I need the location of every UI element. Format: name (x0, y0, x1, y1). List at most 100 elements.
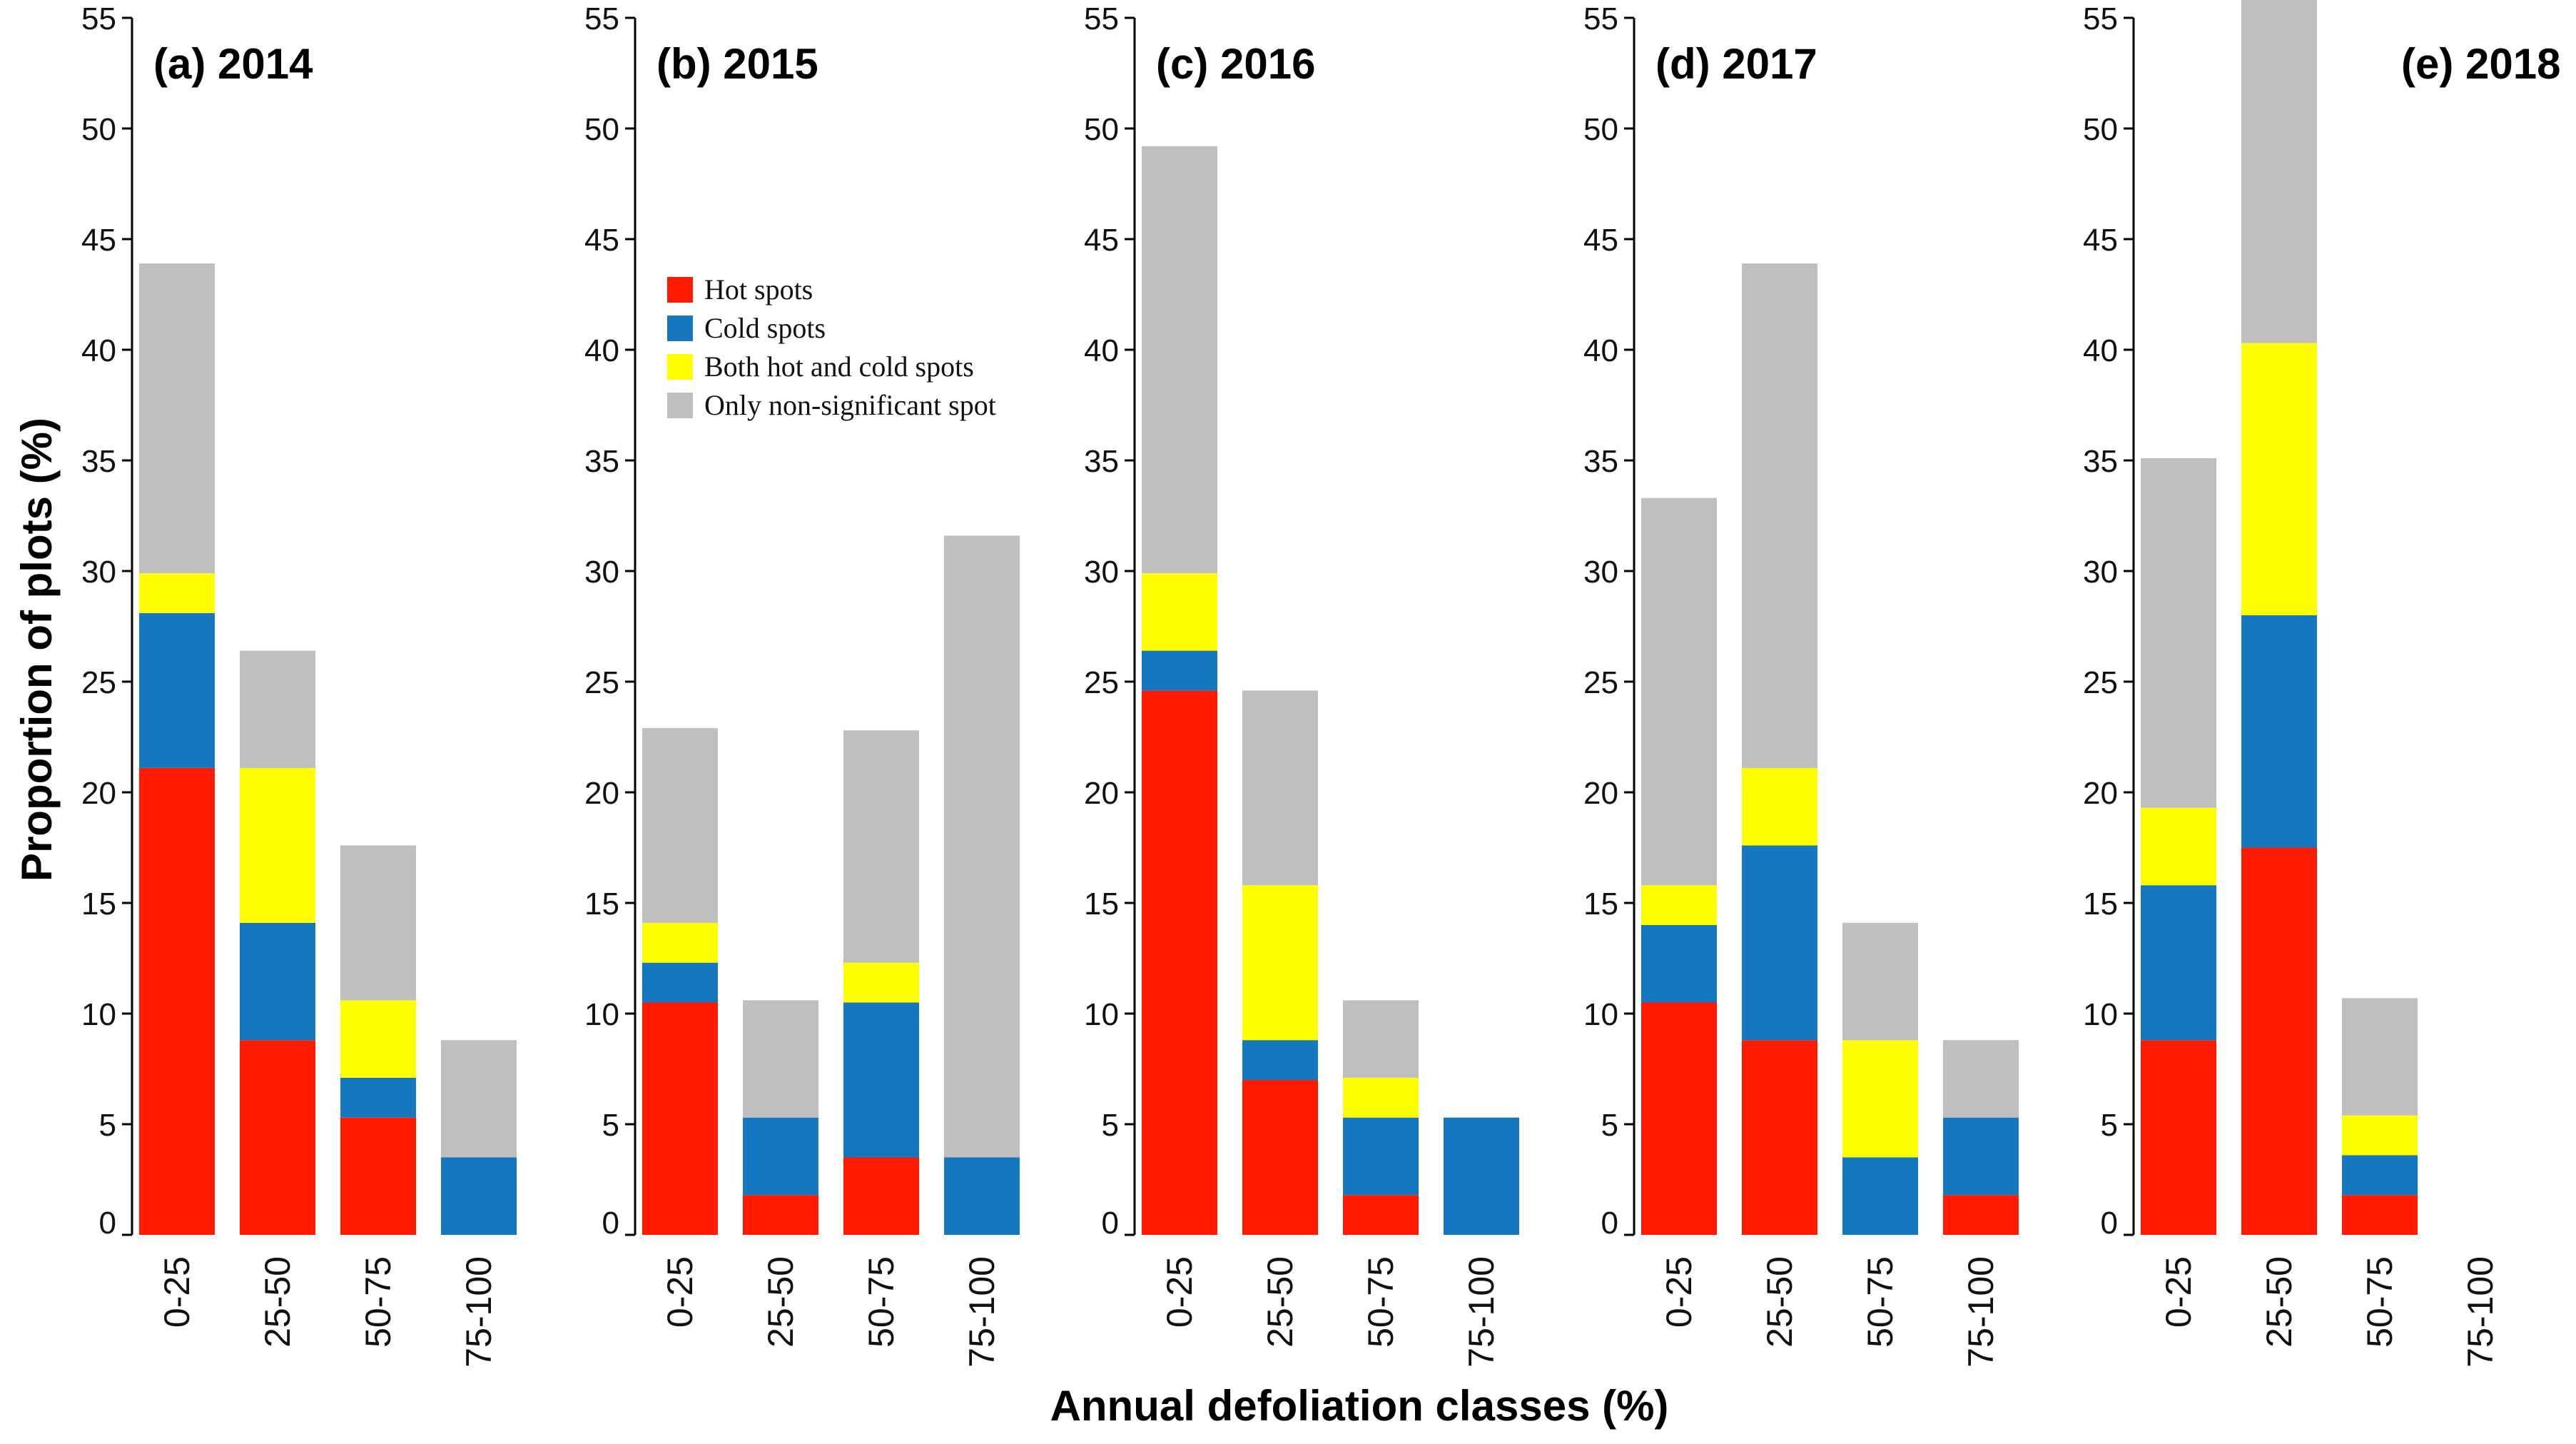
y-tick-label: 50 (81, 112, 116, 147)
x-tick-label: 75-100 (459, 1256, 499, 1368)
y-tick-label: 30 (1583, 555, 1618, 590)
x-tick-label: 50-75 (2360, 1256, 2400, 1348)
x-tick-label: 25-50 (1260, 1256, 1300, 1348)
x-tick-label: 25-50 (1760, 1256, 1800, 1348)
y-tick-label: 20 (584, 776, 619, 811)
legend-label: Both hot and cold spots (704, 350, 974, 383)
panel-3: 0 5 10 15 20 25 30 35 40 45 50 55 (c) 2016 0-25 25-50 5… (1084, 1, 1519, 1368)
bar-segment-hot-spots-50-75 (1343, 1195, 1419, 1235)
y-tick-label: 45 (81, 223, 116, 258)
y-tick-label: 20 (1583, 776, 1618, 811)
bar-segment-cold-spots-0-25 (1641, 925, 1717, 1003)
bar-segment-hot-spots-25-50 (743, 1195, 818, 1235)
y-tick-label: 45 (584, 223, 619, 258)
y-tick-label: 0 (1601, 1206, 1618, 1241)
bar-segment-only-non-significant-spot-50-75 (843, 730, 919, 963)
y-tick-label: 35 (1583, 444, 1618, 479)
y-tick-label: 20 (2083, 776, 2118, 811)
x-tick-label: 25-50 (761, 1256, 801, 1348)
y-tick-label: 5 (99, 1108, 116, 1143)
y-tick-label: 55 (81, 1, 116, 36)
y-tick-label: 25 (1084, 665, 1119, 700)
panel-title: (b) 2015 (656, 40, 818, 88)
y-tick-label: 10 (1084, 997, 1119, 1032)
y-tick-label: 30 (584, 555, 619, 590)
y-tick-label: 40 (584, 333, 619, 368)
bar-segment-cold-spots-75-100 (1943, 1117, 2019, 1196)
bar-segment-both-hot-and-cold-spots-50-75 (2342, 1115, 2418, 1156)
bar-segment-both-hot-and-cold-spots-25-50 (2241, 343, 2317, 615)
y-tick-label: 15 (584, 887, 619, 922)
bar-segment-cold-spots-50-75 (340, 1077, 416, 1118)
bar-segment-cold-spots-50-75 (843, 1002, 919, 1158)
y-tick-label: 5 (1601, 1108, 1618, 1143)
legend-label: Only non-significant spot (704, 389, 996, 421)
bar-segment-only-non-significant-spot-25-50 (240, 650, 315, 768)
bar-segment-hot-spots-25-50 (2241, 847, 2317, 1235)
y-tick-label: 15 (1583, 887, 1618, 922)
bar-segment-hot-spots-75-100 (1943, 1195, 2019, 1235)
legend: Hot spots Cold spots Both hot and cold spo… (667, 273, 996, 421)
bar-segment-cold-spots-25-50 (743, 1117, 818, 1196)
panel-4: 0 5 10 15 20 25 30 35 40 45 50 55 (d) 2017 0-25 25-50 5… (1583, 1, 2019, 1368)
bar-segment-cold-spots-75-100 (441, 1157, 517, 1235)
x-tick-label: 0-25 (660, 1256, 700, 1328)
y-tick-label: 25 (1583, 665, 1618, 700)
bar-segment-hot-spots-0-25 (642, 1002, 718, 1235)
y-tick-label: 10 (81, 997, 116, 1032)
x-tick-label: 75-100 (2460, 1256, 2500, 1368)
bar-segment-only-non-significant-spot-0-25 (1142, 146, 1217, 574)
y-tick-label: 5 (2101, 1108, 2118, 1143)
y-tick-label: 25 (81, 665, 116, 700)
y-tick-label: 20 (1084, 776, 1119, 811)
y-tick-label: 55 (584, 1, 619, 36)
bar-segment-both-hot-and-cold-spots-50-75 (340, 1000, 416, 1078)
bar-segment-only-non-significant-spot-25-50 (1742, 263, 1817, 768)
y-tick-label: 10 (2083, 997, 2118, 1032)
bar-segment-hot-spots-0-25 (1641, 1002, 1717, 1235)
bar-segment-cold-spots-25-50 (1242, 1040, 1318, 1080)
bar-segment-only-non-significant-spot-50-75 (1343, 1000, 1419, 1078)
bar-segment-both-hot-and-cold-spots-25-50 (1242, 885, 1318, 1041)
y-tick-label: 15 (81, 887, 116, 922)
x-tick-label: 25-50 (2259, 1256, 2299, 1348)
x-tick-label: 75-100 (962, 1256, 1002, 1368)
panel-title: (a) 2014 (153, 40, 313, 88)
y-tick-label: 30 (81, 555, 116, 590)
bar-segment-cold-spots-0-25 (2141, 885, 2216, 1041)
x-axis-title: Annual defoliation classes (%) (1050, 1382, 1669, 1430)
bar-segment-hot-spots-0-25 (139, 767, 215, 1235)
x-tick-label: 0-25 (1160, 1256, 1200, 1328)
y-tick-label: 0 (2101, 1206, 2118, 1241)
bar-segment-cold-spots-50-75 (2342, 1155, 2418, 1196)
bar-segment-only-non-significant-spot-25-50 (743, 1000, 818, 1118)
bar-segment-hot-spots-50-75 (2342, 1195, 2418, 1235)
legend-label: Cold spots (704, 312, 826, 344)
legend-swatch (667, 354, 693, 380)
y-tick-label: 35 (584, 444, 619, 479)
y-tick-label: 5 (1102, 1108, 1119, 1143)
y-tick-label: 50 (1084, 112, 1119, 147)
bar-segment-both-hot-and-cold-spots-0-25 (139, 573, 215, 613)
y-tick-label: 35 (1084, 444, 1119, 479)
y-tick-label: 35 (2083, 444, 2118, 479)
bar-segment-both-hot-and-cold-spots-0-25 (2141, 807, 2216, 886)
bar-segment-cold-spots-0-25 (642, 962, 718, 1003)
bar-segment-only-non-significant-spot-50-75 (340, 845, 416, 1001)
x-tick-label: 25-50 (258, 1256, 298, 1348)
bar-segment-both-hot-and-cold-spots-0-25 (642, 922, 718, 963)
y-tick-label: 25 (2083, 665, 2118, 700)
y-tick-label: 10 (1583, 997, 1618, 1032)
legend-swatch (667, 393, 693, 418)
y-tick-label: 45 (1084, 223, 1119, 258)
bar-segment-hot-spots-25-50 (1242, 1080, 1318, 1235)
y-tick-label: 5 (602, 1108, 619, 1143)
bar-segment-hot-spots-0-25 (1142, 690, 1217, 1235)
bar-segment-cold-spots-25-50 (2241, 615, 2317, 848)
bar-segment-both-hot-and-cold-spots-25-50 (1742, 767, 1817, 846)
y-tick-label: 40 (2083, 333, 2118, 368)
y-tick-label: 40 (1583, 333, 1618, 368)
legend-swatch (667, 315, 693, 341)
bar-segment-only-non-significant-spot-50-75 (1842, 922, 1918, 1041)
